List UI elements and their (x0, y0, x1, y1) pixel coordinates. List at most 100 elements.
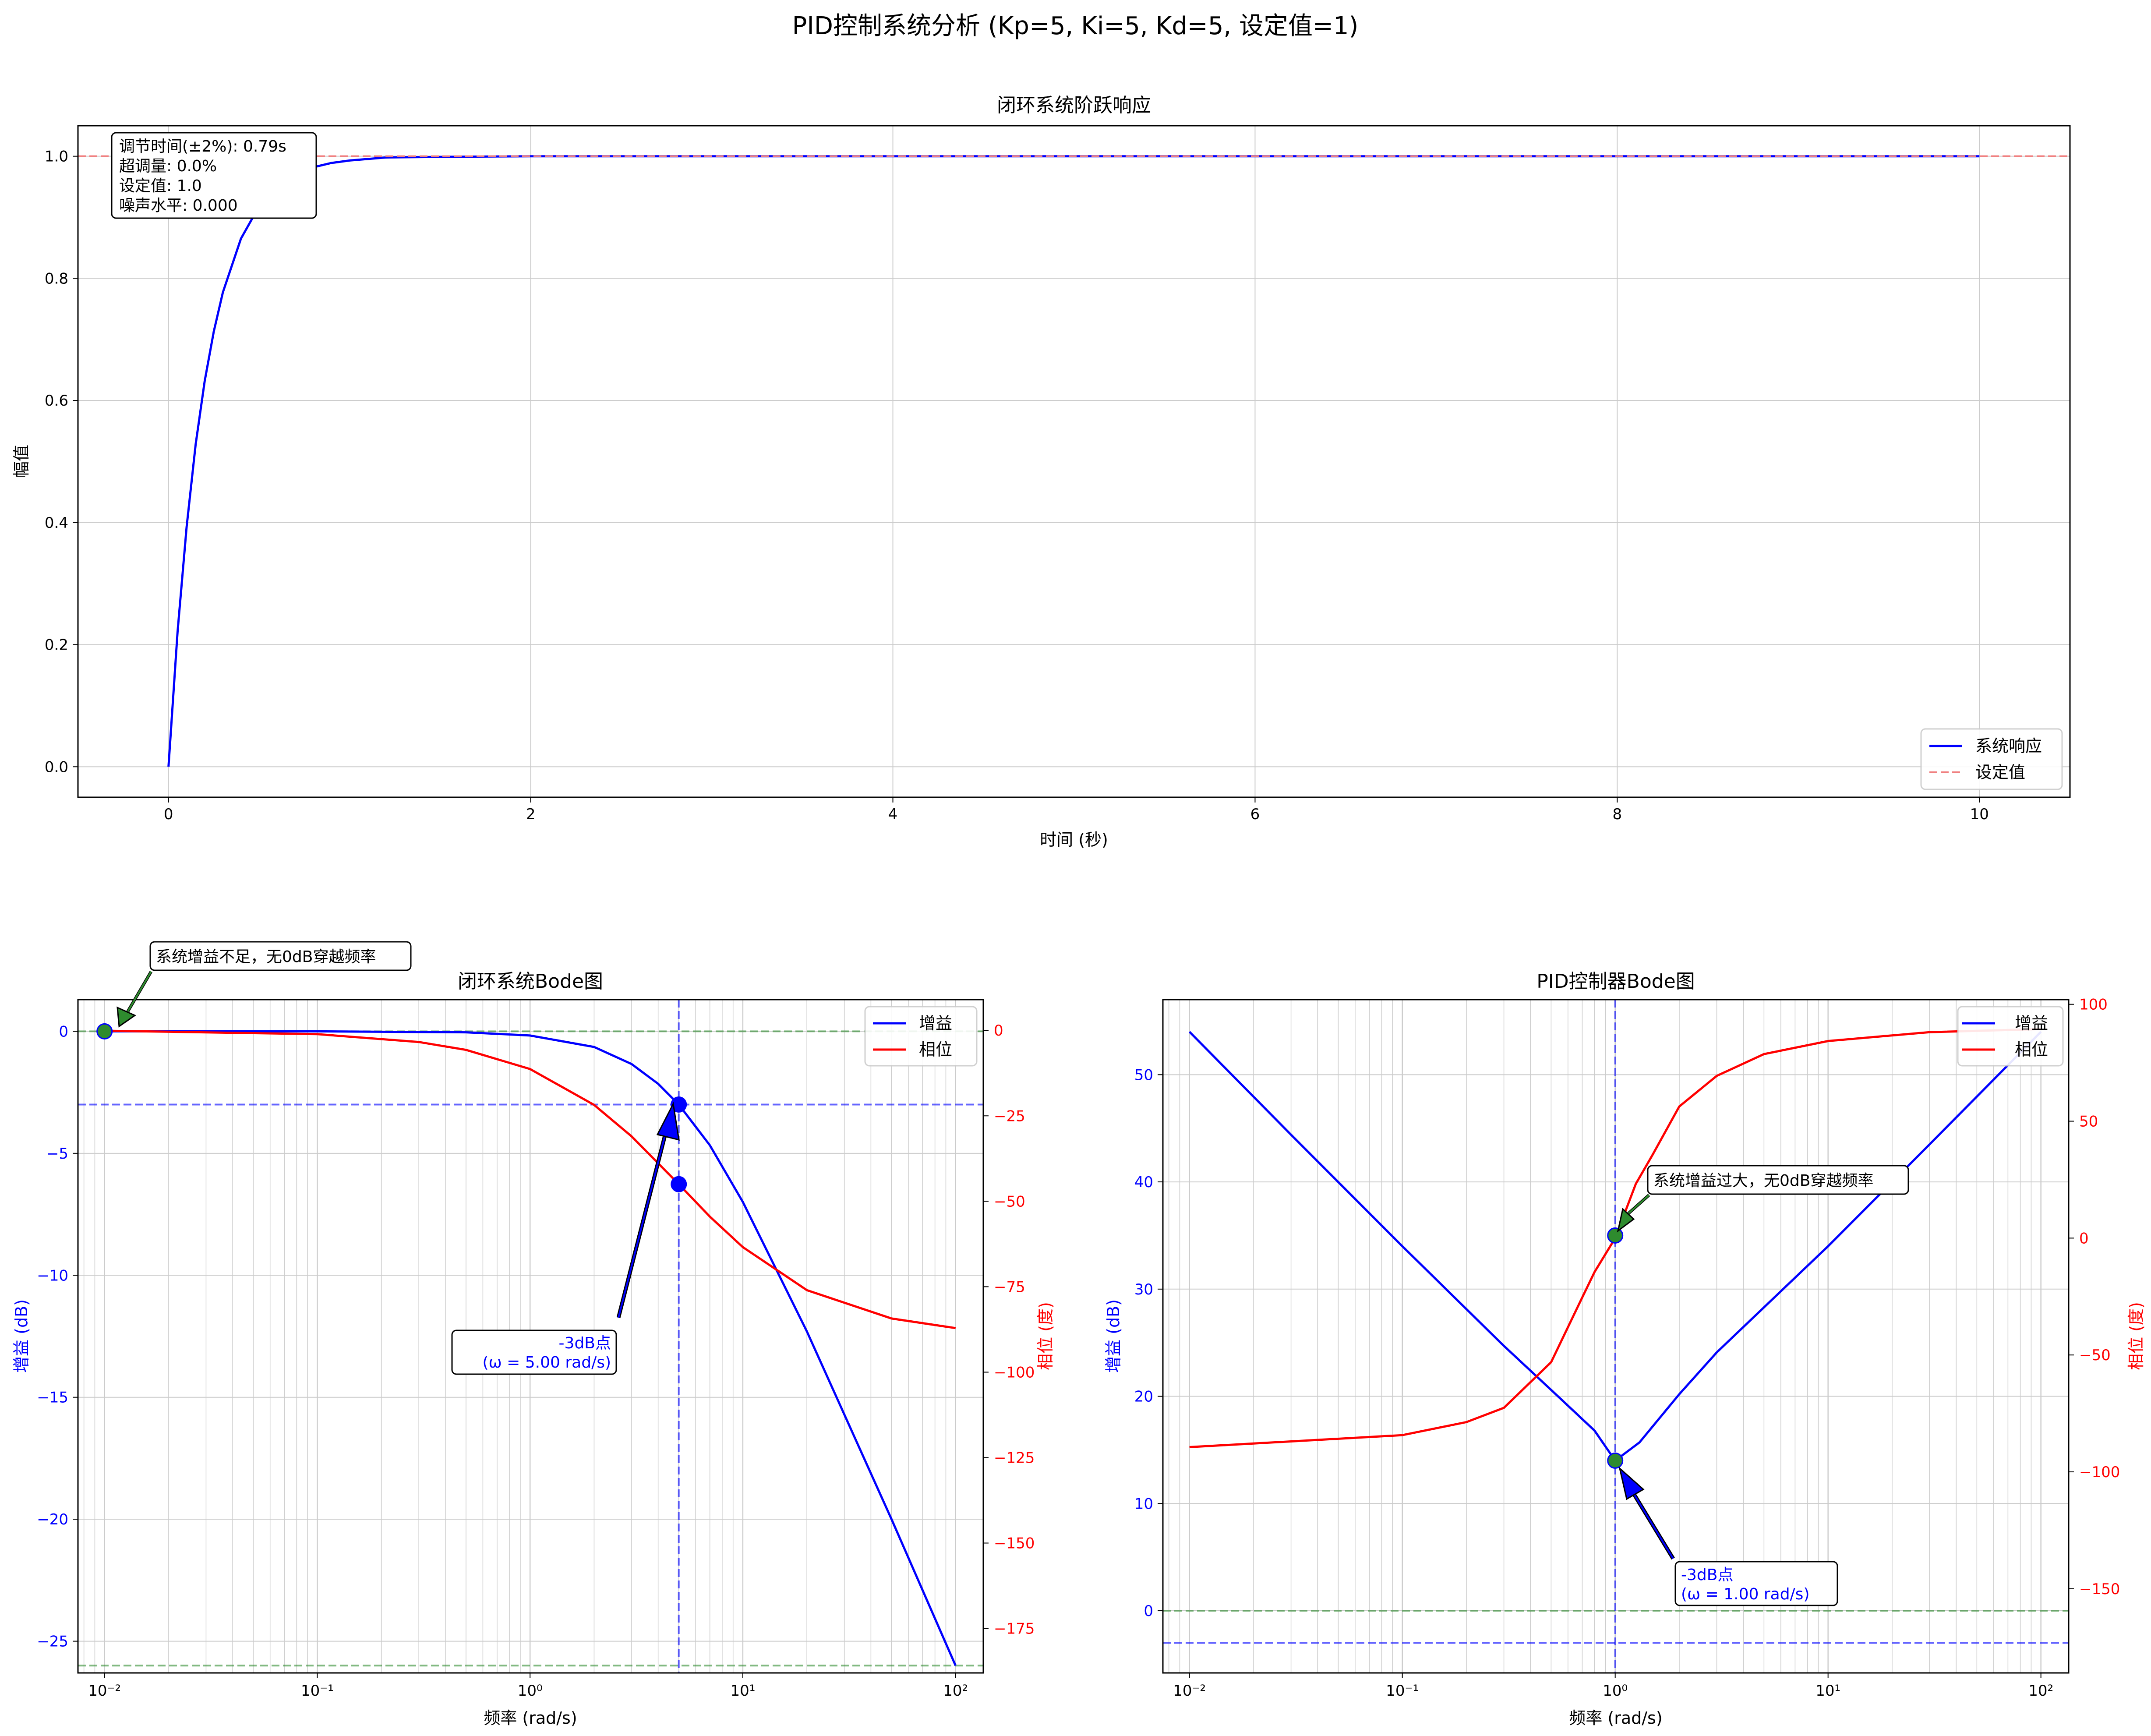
cl-bode-xtick-label: 10² (943, 1682, 968, 1700)
pid-bode-ytick-right-label: 0 (2079, 1230, 2089, 1247)
cl-bode-marker-point (671, 1176, 687, 1192)
pid-bode-ylabel-right: 相位 (度) (2126, 1302, 2146, 1370)
closed-loop-bode-panel: 0 −5 −10 −15 −20 −25 0 −25 −50 −75 −100 −125 −150 −17… (12, 941, 1055, 1728)
pid-bode-ytick-label: 0 (1144, 1602, 1153, 1620)
cl-bode-ytick-right-label: −25 (994, 1107, 1025, 1125)
cl-bode-ytick-label: 0 (59, 1023, 68, 1040)
step-ytick-label: 0.6 (45, 392, 68, 410)
cl-bode-plot-lines (78, 1000, 983, 1673)
pid-bode-xtick-label: 10⁻¹ (1386, 1682, 1419, 1700)
pid-bode-legend: 增益 相位 (1957, 1006, 2064, 1067)
pid-bode-ytick-right-label: −100 (2079, 1464, 2120, 1481)
figure-suptitle: PID控制系统分析 (Kp=5, Ki=5, Kd=5, 设定值=1) (792, 12, 1359, 40)
cl-annotation-3db-omega: (ω = 5.00 rad/s) (483, 1354, 611, 1372)
pid-bode-marker-point (1607, 1227, 1624, 1244)
pid-bode-ytick-label: 20 (1134, 1388, 1153, 1406)
cl-bode-ytick-right-label: −100 (994, 1364, 1035, 1381)
cl-bode-marker-point (671, 1096, 687, 1113)
pid-annotation-3db-omega: (ω = 1.00 rad/s) (1681, 1585, 1809, 1603)
step-xtick-label: 0 (164, 806, 173, 823)
pid-bode-ytick-label: 50 (1134, 1066, 1153, 1084)
info-line-noise: 噪声水平: 0.000 (119, 197, 238, 215)
pid-bode-gain-line (1188, 1031, 2042, 1462)
step-info-box: 调节时间(±2%): 0.79s 超调量: 0.0% 设定值: 1.0 噪声水平… (111, 132, 317, 219)
cl-annotation-3db-label: -3dB点 (559, 1334, 611, 1352)
step-ytick-label: 0.8 (45, 270, 68, 287)
pid-bode-xtick-label: 10² (2028, 1682, 2053, 1700)
step-xtick-label: 8 (1613, 806, 1622, 823)
pid-bode-title: PID控制器Bode图 (1536, 970, 1695, 993)
cl-bode-annotation-3db: -3dB点 (ω = 5.00 rad/s) (451, 1102, 680, 1375)
pid-bode-xtick-label: 10⁰ (1603, 1682, 1628, 1700)
pid-bode-ytick-right-label: −50 (2079, 1347, 2111, 1364)
info-line-overshoot: 超调量: 0.0% (119, 157, 217, 175)
cl-bode-ytick-label: −5 (46, 1145, 68, 1163)
cl-bode-axes-frame (77, 999, 984, 1674)
cl-bode-annotation-nocross: 系统增益不足，无0dB穿越频率 (117, 941, 412, 1028)
legend-pid-gain: 增益 (2015, 1014, 2048, 1033)
step-ytick-label: 0.0 (45, 758, 68, 776)
pid-bode-marker-point (1607, 1452, 1624, 1469)
cl-bode-ytick-right-label: 0 (994, 1022, 1003, 1039)
cl-bode-phase-line (104, 1029, 956, 1329)
step-ylabel: 幅值 (12, 445, 31, 478)
pid-bode-ylabel: 增益 (dB) (1104, 1299, 1123, 1373)
legend-cl-gain: 增益 (919, 1014, 952, 1033)
step-axes-frame (77, 125, 2071, 798)
cl-bode-ytick-label: −20 (37, 1511, 68, 1528)
pid-bode-ytick-right-label: 100 (2079, 996, 2108, 1014)
step-ytick-label: 0.4 (45, 514, 68, 532)
cl-bode-title: 闭环系统Bode图 (458, 970, 603, 993)
cl-bode-ytick-right-label: −150 (994, 1535, 1035, 1552)
pid-bode-xtick-label: 10¹ (1815, 1682, 1840, 1700)
info-line-setpoint: 设定值: 1.0 (119, 177, 202, 195)
cl-bode-legend: 增益 相位 (864, 1006, 978, 1067)
step-xtick-label: 6 (1250, 806, 1260, 823)
cl-bode-tick-labels: 0 −5 −10 −15 −20 −25 0 −25 −50 −75 −100 −125 −150 −17… (37, 1022, 1035, 1700)
cl-bode-ylabel: 增益 (dB) (12, 1299, 31, 1373)
legend-setpoint: 设定值 (1975, 763, 2025, 782)
step-xtick-label: 2 (526, 806, 536, 823)
cl-bode-xtick-label: 10⁻¹ (301, 1682, 334, 1700)
pid-bode-xlabel: 频率 (rad/s) (1569, 1708, 1662, 1728)
cl-bode-grid (78, 1000, 983, 1673)
cl-bode-ytick-right-label: −75 (994, 1278, 1025, 1296)
step-ytick-label: 0.2 (45, 636, 68, 654)
cl-bode-xtick-label: 10¹ (730, 1682, 755, 1700)
pid-bode-ytick-label: 30 (1134, 1281, 1153, 1298)
cl-bode-ylabel-right: 相位 (度) (1036, 1302, 1055, 1370)
info-line-settling: 调节时间(±2%): 0.79s (119, 138, 286, 156)
cl-bode-xtick-label: 10⁰ (518, 1682, 543, 1700)
step-grid (78, 126, 2070, 797)
step-response-line (167, 155, 1980, 767)
legend-pid-phase: 相位 (2015, 1040, 2048, 1059)
cl-bode-ytick-right-label: −175 (994, 1620, 1035, 1638)
cl-bode-ytick-right-label: −125 (994, 1449, 1035, 1467)
step-legend: 系统响应 设定值 (1920, 728, 2063, 790)
step-xtick-label: 4 (888, 806, 898, 823)
cl-bode-ytick-label: −15 (37, 1389, 68, 1407)
pid-bode-ytick-label: 40 (1134, 1174, 1153, 1191)
step-tick-labels: 0 2 4 6 8 10 0.0 0.2 0.4 0.6 0.8 1.0 (45, 148, 1989, 823)
cl-bode-ytick-right-label: −50 (994, 1193, 1025, 1210)
step-plot-lines (78, 155, 2070, 767)
pid-bode-axes-frame (1162, 999, 2070, 1674)
cl-bode-ytick-label: −10 (37, 1267, 68, 1284)
pid-bode-annotation-nocross: 系统增益过大，无0dB穿越频率 (1617, 1165, 1909, 1233)
cl-annotation-nocross-text: 系统增益不足，无0dB穿越频率 (156, 948, 376, 966)
pid-annotation-nocross-text: 系统增益过大，无0dB穿越频率 (1653, 1172, 1873, 1190)
pid-bode-plot-lines (1163, 1000, 2069, 1673)
cl-bode-xtick-label: 10⁻² (88, 1682, 121, 1700)
step-xtick-label: 10 (1970, 806, 1989, 823)
pid-bode-ytick-right-label: −150 (2079, 1580, 2120, 1598)
cl-bode-gain-line (104, 1030, 957, 1666)
pid-bode-ytick-right-label: 50 (2079, 1113, 2098, 1131)
legend-step-response: 系统响应 (1975, 736, 2042, 756)
step-response-panel: 0 2 4 6 8 10 0.0 0.2 0.4 0.6 0.8 1.0 闭环系统阶跃响应 时间 (秒… (12, 94, 2071, 849)
step-xlabel: 时间 (秒) (1040, 830, 1108, 849)
step-title: 闭环系统阶跃响应 (997, 94, 1151, 117)
legend-cl-phase: 相位 (919, 1040, 952, 1059)
cl-bode-xlabel: 频率 (rad/s) (484, 1708, 577, 1728)
pid-bode-panel: 0 10 20 30 40 50 100 50 0 −50 −100 −150 10⁻² 10⁻¹ 10⁰ 1… (1104, 970, 2146, 1728)
